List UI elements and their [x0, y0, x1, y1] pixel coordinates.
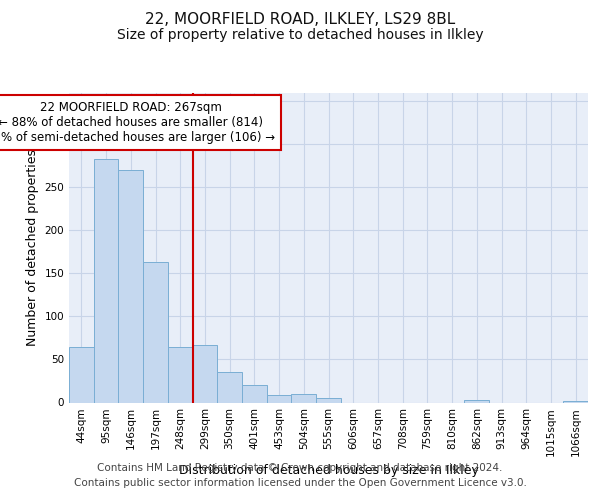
Bar: [118, 170, 143, 402]
Y-axis label: Number of detached properties: Number of detached properties: [26, 149, 39, 346]
Bar: [267, 395, 292, 402]
Text: Contains HM Land Registry data © Crown copyright and database right 2024.
Contai: Contains HM Land Registry data © Crown c…: [74, 462, 526, 487]
Bar: [217, 372, 242, 402]
Bar: [94, 159, 118, 402]
Text: 22 MOORFIELD ROAD: 267sqm
← 88% of detached houses are smaller (814)
11% of semi: 22 MOORFIELD ROAD: 267sqm ← 88% of detac…: [0, 101, 275, 144]
Text: Size of property relative to detached houses in Ilkley: Size of property relative to detached ho…: [116, 28, 484, 42]
Bar: [464, 400, 489, 402]
Bar: [292, 394, 316, 402]
X-axis label: Distribution of detached houses by size in Ilkley: Distribution of detached houses by size …: [179, 464, 478, 477]
Bar: [143, 262, 168, 402]
Bar: [242, 386, 267, 402]
Bar: [168, 346, 193, 403]
Bar: [563, 401, 588, 402]
Bar: [316, 398, 341, 402]
Bar: [69, 346, 94, 403]
Bar: [193, 345, 217, 403]
Text: 22, MOORFIELD ROAD, ILKLEY, LS29 8BL: 22, MOORFIELD ROAD, ILKLEY, LS29 8BL: [145, 12, 455, 28]
